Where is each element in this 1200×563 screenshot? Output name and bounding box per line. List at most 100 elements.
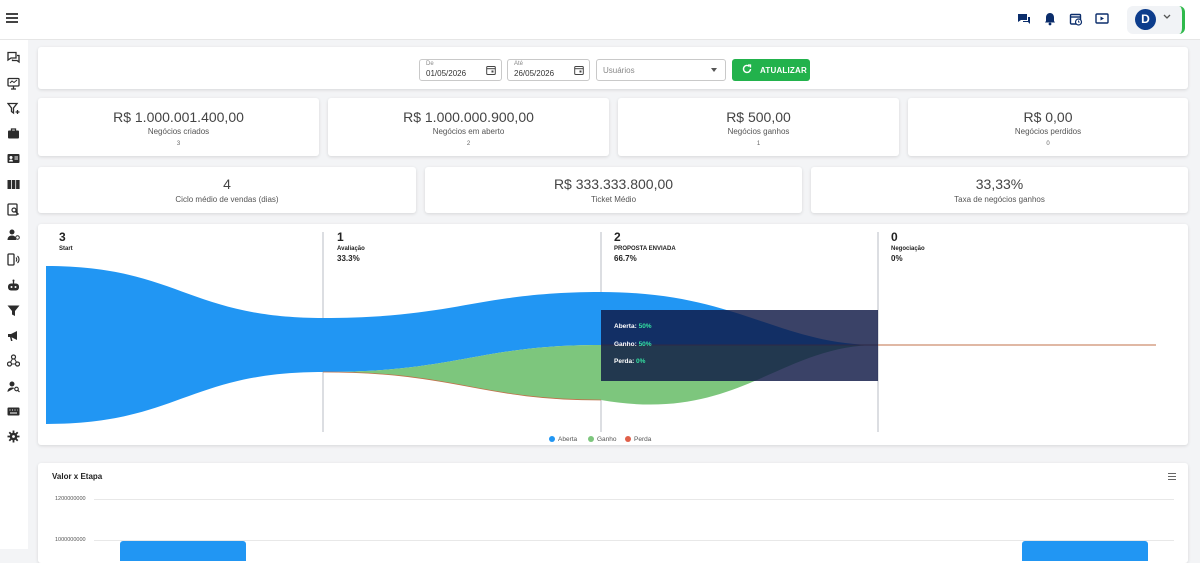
value-by-stage-chart: Valor x Etapa 1200000000 1000000000 [38, 463, 1188, 563]
legend-label: Ganho [597, 436, 617, 443]
stat-count: 1 [756, 141, 761, 147]
stat-value: R$ 0,00 [1023, 109, 1073, 125]
chat-icon[interactable] [1017, 12, 1031, 26]
chat-bubbles-icon[interactable] [7, 51, 20, 64]
calendar-clock-icon[interactable] [1069, 12, 1083, 26]
refresh-icon [742, 64, 752, 74]
tooltip-value: 50% [638, 323, 652, 330]
legend-item-won[interactable]: Ganho [588, 436, 617, 443]
stat-value: 33,33% [975, 176, 1024, 192]
stage-count: 3 [59, 230, 66, 244]
stage-percent: 33.3% [337, 254, 360, 263]
sidebar [0, 40, 28, 549]
date-from-value[interactable]: 01/05/2026 [426, 69, 467, 78]
stat-count: 3 [176, 141, 181, 147]
gear-icon[interactable] [7, 430, 20, 443]
chart-title: Valor x Etapa [52, 472, 103, 481]
funnel-stage-negotiation: 0 Negociação 0% [891, 230, 925, 263]
robot-icon[interactable] [7, 279, 20, 292]
user-menu[interactable]: D [1127, 6, 1185, 34]
funnel-stage-start: 3 Start [59, 230, 73, 254]
stat-label: Negócios criados [147, 127, 210, 136]
grid-line [94, 540, 1174, 541]
stat-label: Ticket Médio [590, 195, 637, 204]
legend-item-lost[interactable]: Perda [625, 436, 651, 443]
stat-card-win-rate: 33,33% Taxa de negócios ganhos [811, 167, 1188, 213]
user-settings-icon[interactable] [7, 228, 20, 241]
user-search-icon[interactable] [7, 380, 20, 393]
tooltip-label: Aberta: [614, 323, 637, 330]
network-icon[interactable] [7, 354, 20, 367]
chart-bar [1022, 541, 1148, 561]
stat-label: Negócios perdidos [1014, 127, 1082, 136]
filter-icon[interactable] [7, 304, 20, 317]
grid-line [94, 499, 1174, 500]
date-to-label: Até [514, 61, 524, 67]
stage-name: PROPOSTA ENVIADA [614, 246, 676, 252]
stat-value: R$ 1.000.001.400,00 [113, 109, 244, 125]
funnel-chart: 3 Start 1 Avaliação 33.3% 2 PROPOSTA ENV… [38, 224, 1188, 445]
users-select[interactable]: Usuários [596, 59, 726, 81]
legend-dot [625, 436, 631, 442]
legend-dot [549, 436, 555, 442]
stat-card-cycle: 4 Ciclo médio de vendas (dias) [38, 167, 416, 213]
y-tick-label: 1000000000 [55, 537, 86, 543]
calendar-icon[interactable] [486, 65, 496, 75]
stat-value: 4 [223, 176, 231, 192]
tooltip-value: 50% [638, 341, 652, 348]
chart-bar [120, 541, 246, 561]
avatar[interactable]: D [1135, 9, 1156, 30]
chevron-down-icon[interactable] [1163, 14, 1171, 20]
stage-count: 0 [891, 230, 898, 244]
bell-icon[interactable] [1043, 12, 1057, 26]
contact-card-icon[interactable] [7, 152, 20, 165]
play-screen-icon[interactable] [1095, 12, 1109, 26]
legend-label: Aberta [558, 436, 578, 443]
y-tick-label: 1200000000 [55, 496, 86, 502]
hamburger-icon[interactable] [6, 13, 18, 23]
stat-count: 0 [1046, 141, 1050, 147]
keyboard-icon[interactable] [7, 405, 20, 418]
stage-percent: 66.7% [614, 254, 637, 263]
briefcase-icon[interactable] [7, 127, 20, 140]
date-to-field[interactable]: Até 26/05/2026 [507, 59, 590, 81]
stage-name: Avaliação [337, 246, 365, 252]
update-button[interactable]: ATUALIZAR [732, 59, 810, 81]
tooltip-label: Perda: [614, 358, 635, 365]
stage-name: Start [59, 246, 73, 252]
users-select-placeholder: Usuários [603, 66, 635, 75]
legend-item-open[interactable]: Aberta [549, 436, 577, 443]
search-doc-icon[interactable] [7, 203, 20, 216]
stage-count: 2 [614, 230, 621, 244]
legend-dot [588, 436, 594, 442]
stat-card-ticket: R$ 333.333.800,00 Ticket Médio [425, 167, 802, 213]
stat-count: 2 [466, 141, 471, 147]
funnel-plus-icon[interactable] [7, 102, 20, 115]
funnel-lost-line [322, 371, 602, 401]
funnel-open-band [46, 266, 878, 424]
tooltip-label: Ganho: [614, 341, 637, 348]
funnel-tooltip: Aberta: 50% Ganho: 50% Perda: 0% [601, 310, 878, 381]
stat-value: R$ 333.333.800,00 [553, 176, 674, 192]
calendar-icon[interactable] [574, 65, 584, 75]
monitor-icon[interactable] [7, 77, 20, 90]
stat-label: Negócios em aberto [432, 127, 505, 136]
stat-label: Ciclo médio de vendas (dias) [175, 195, 279, 204]
top-bar: D [0, 0, 1200, 40]
phone-signal-icon[interactable] [7, 253, 20, 266]
date-from-field[interactable]: De 01/05/2026 [419, 59, 502, 81]
filter-bar: De 01/05/2026 Até 26/05/2026 Usuários AT… [38, 47, 1188, 89]
stat-label: Taxa de negócios ganhos [954, 195, 1045, 204]
board-columns-icon[interactable] [7, 178, 20, 191]
caret-down-icon[interactable] [711, 68, 717, 72]
megaphone-icon[interactable] [7, 329, 20, 342]
chart-menu-icon[interactable] [1168, 473, 1176, 480]
tooltip-row: Perda: 0% [614, 358, 645, 365]
legend-label: Perda [634, 436, 652, 443]
stat-value: R$ 1.000.000.900,00 [403, 109, 534, 125]
stat-card-open: R$ 1.000.000.900,00 Negócios em aberto 2 [328, 98, 609, 156]
update-button-label: ATUALIZAR [760, 66, 807, 75]
date-to-value[interactable]: 26/05/2026 [514, 69, 555, 78]
tooltip-row: Aberta: 50% [614, 323, 652, 330]
date-from-label: De [426, 61, 434, 67]
